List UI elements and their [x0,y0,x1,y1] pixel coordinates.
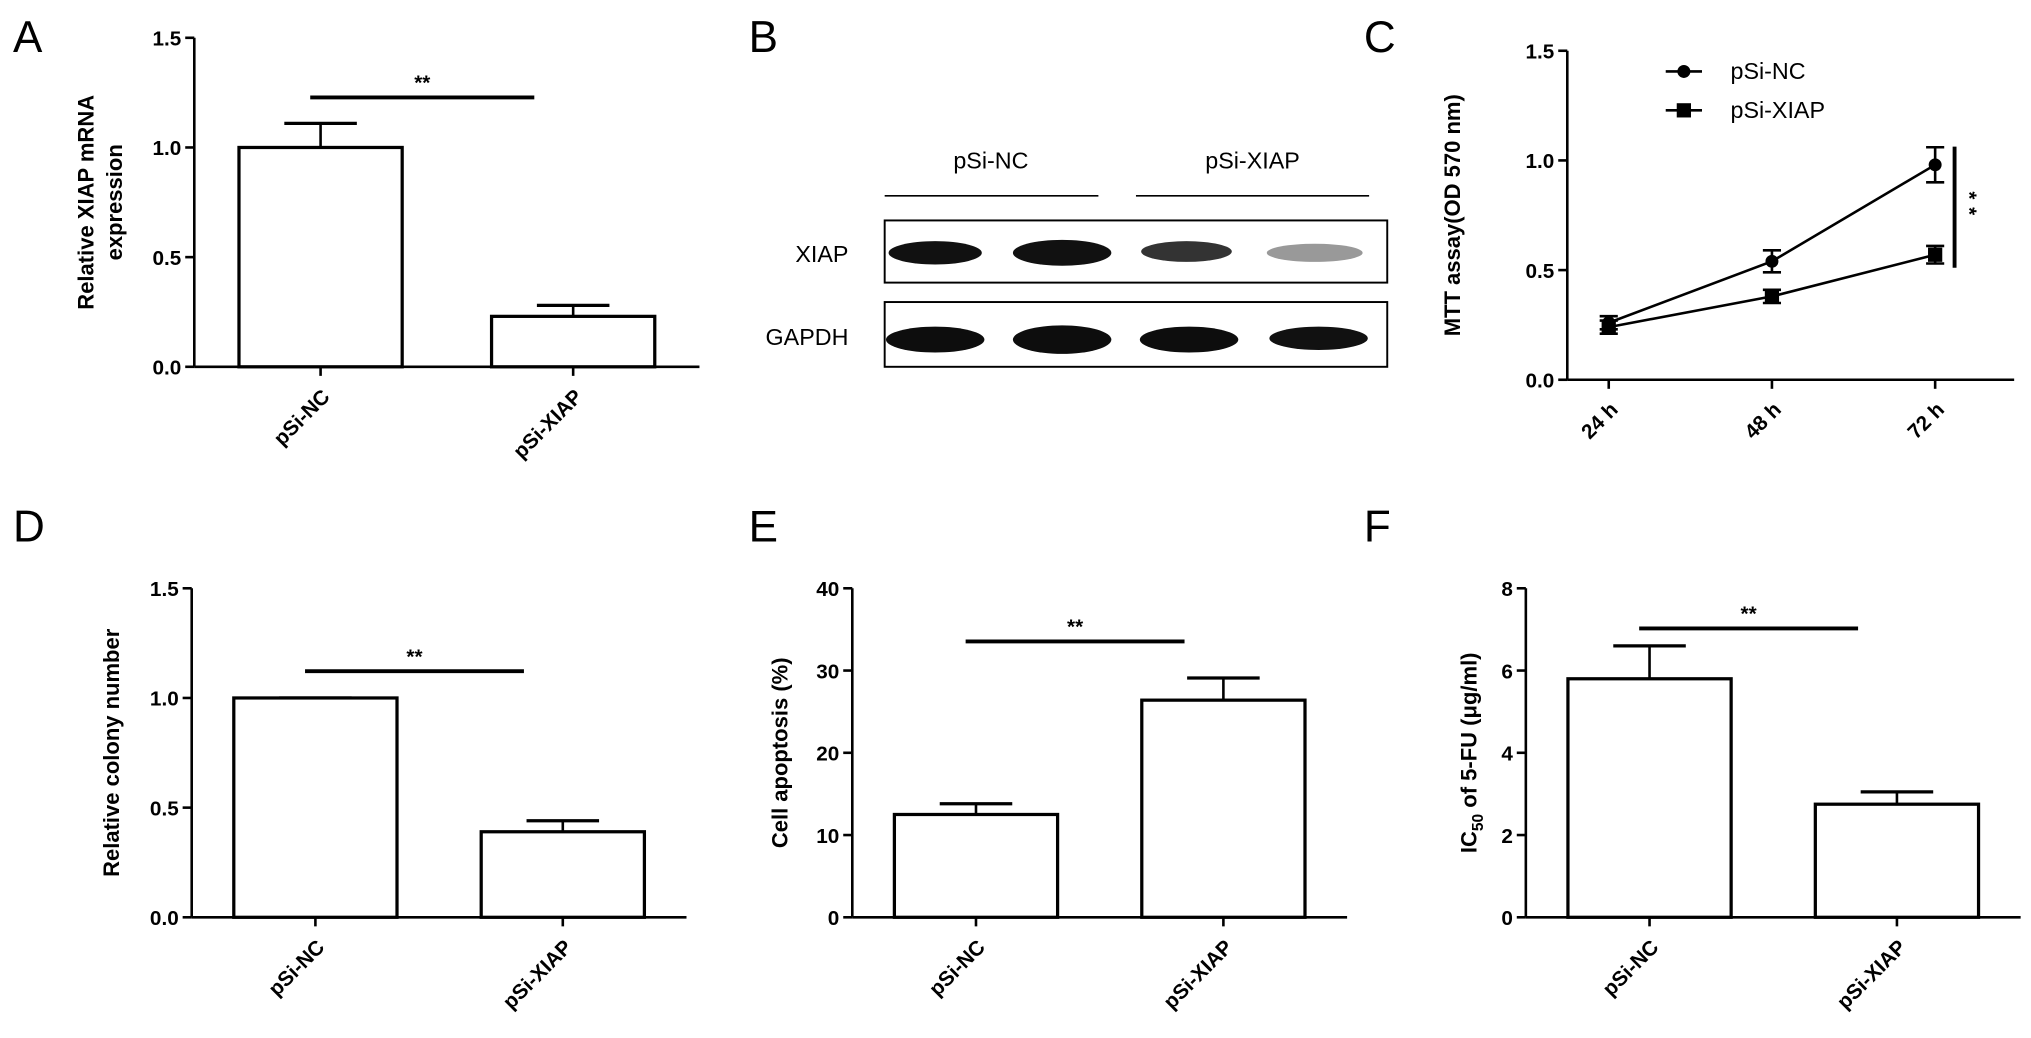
band [1266,243,1363,262]
x-tick-label: pSi-NC [1598,936,1663,1001]
significance-label: ** [1067,616,1084,639]
y-tick-label: 6 [1501,660,1513,683]
y-axis-label: Relative colony number [99,628,124,877]
panel-label: C [1364,13,1396,62]
band [1269,326,1368,350]
x-tick-label: pSi-NC [269,385,334,450]
y-tick-label: 1.5 [153,28,182,51]
y-tick-label: 1.0 [153,137,182,160]
band [1141,241,1232,262]
y-tick-label: 0.5 [1526,260,1555,283]
x-tick-label: 48 h [1740,398,1786,444]
marker [1928,247,1943,262]
bar [479,830,647,919]
y-tick-label: 0.0 [150,907,179,930]
band [888,241,982,265]
y-tick-label: 1.0 [150,688,179,711]
y-axis-label: Cell apoptosis (%) [768,657,793,848]
y-tick-label: 30 [816,660,839,683]
panel-label: E [749,503,778,552]
legend-label: pSi-XIAP [1730,97,1825,123]
y-axis-label: expression [102,144,127,260]
y-tick-label: 40 [816,578,839,601]
y-tick-label: 2 [1501,825,1513,848]
y-label-sub: 50 [1470,814,1487,831]
y-tick-label: 10 [816,825,839,848]
y-tick-label: 0 [828,907,840,930]
significance-label: ** [1957,191,1980,223]
y-tick-label: 1.0 [1526,150,1555,173]
y-label-rest: of 5-FU (μg/ml) [1457,652,1482,813]
panel-label: D [13,503,45,552]
x-tick-label: pSi-XIAP [1159,936,1237,1014]
y-tick-label: 1.5 [150,578,179,601]
y-tick-label: 0.5 [153,247,182,270]
bar [237,145,404,369]
y-tick-label: 0.5 [150,797,179,820]
group-label: pSi-XIAP [1205,148,1300,174]
panel-label: F [1364,503,1391,552]
x-tick-label: pSi-NC [264,936,329,1001]
bar [1140,698,1307,919]
panel-label: A [13,13,43,62]
y-tick-label: 0 [1501,907,1513,930]
y-axis-label: Relative XIAP mRNA [73,95,98,310]
significance-label: ** [414,72,431,95]
bar [232,696,399,919]
legend-marker [1676,103,1691,118]
y-tick-label: 0.0 [153,357,182,380]
panel-label: B [749,13,778,62]
x-tick-label: pSi-NC [925,936,990,1001]
legend-marker [1677,65,1691,78]
y-axis-label: MTT assay(OD 570 nm) [1440,94,1465,336]
y-tick-label: 20 [816,743,839,766]
group-label: pSi-NC [953,148,1028,174]
bar [892,812,1060,919]
x-tick-label: pSi-XIAP [1833,936,1911,1014]
bar [489,314,657,369]
bar [1566,677,1733,919]
band [1139,326,1239,353]
band [1012,325,1112,354]
y-tick-label: 8 [1501,578,1513,601]
legend-label: pSi-NC [1730,58,1805,84]
y-label-text: IC [1457,831,1482,853]
y-tick-label: 0.0 [1526,370,1555,393]
x-tick-label: pSi-XIAP [509,385,587,463]
bar [1813,802,1981,919]
band [885,326,985,353]
y-tick-label: 1.5 [1526,41,1555,64]
band [1012,239,1112,266]
marker [1764,289,1780,304]
row-label: XIAP [795,241,848,267]
y-tick-label: 4 [1501,743,1513,766]
y-axis-label: IC50 of 5-FU (μg/ml) [1457,652,1487,853]
x-tick-label: 72 h [1903,398,1949,444]
significance-label: ** [406,645,423,668]
western-blot [883,195,1389,368]
marker [1765,254,1779,268]
x-tick-label: pSi-XIAP [499,936,577,1014]
marker [1601,319,1616,335]
marker [1928,158,1942,172]
significance-label: ** [1741,603,1758,626]
row-label: GAPDH [766,324,849,350]
x-tick-label: 24 h [1577,398,1623,444]
